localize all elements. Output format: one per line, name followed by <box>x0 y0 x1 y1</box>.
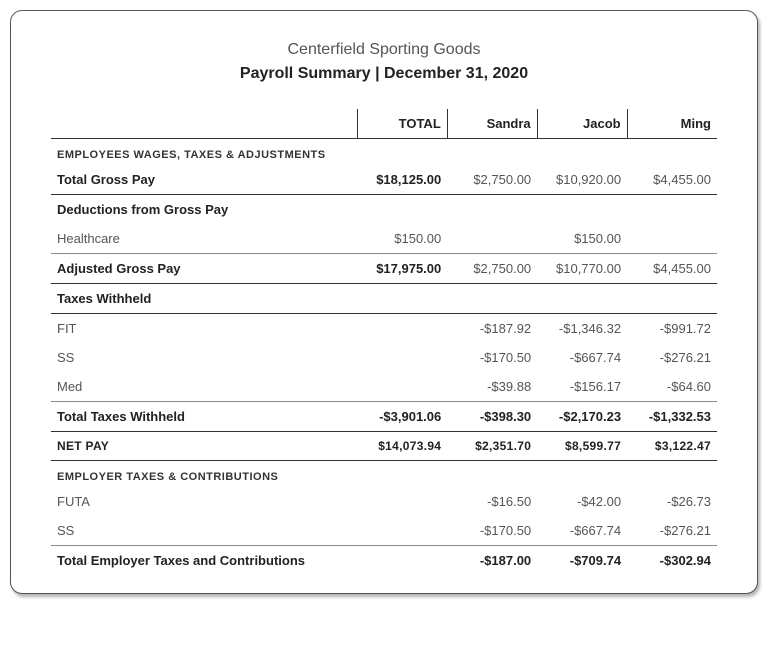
cell-c2: $10,770.00 <box>537 254 627 284</box>
cell-total: $18,125.00 <box>357 165 447 195</box>
cell-label: SS <box>51 516 357 546</box>
cell-c2: -$667.74 <box>537 516 627 546</box>
col-jacob: Jacob <box>537 109 627 139</box>
cell-c3: -$276.21 <box>627 343 717 372</box>
cell-c3: -$26.73 <box>627 487 717 516</box>
cell-label: SS <box>51 343 357 372</box>
cell-c3: $4,455.00 <box>627 254 717 284</box>
cell-label: Deductions from Gross Pay <box>51 195 357 225</box>
cell-c1: -$170.50 <box>447 516 537 546</box>
section-label: EMPLOYEES WAGES, TAXES & ADJUSTMENTS <box>51 139 717 166</box>
section-wages-header: EMPLOYEES WAGES, TAXES & ADJUSTMENTS <box>51 139 717 166</box>
cell-label: Adjusted Gross Pay <box>51 254 357 284</box>
cell-label: FIT <box>51 314 357 344</box>
col-ming: Ming <box>627 109 717 139</box>
row-med: Med -$39.88 -$156.17 -$64.60 <box>51 372 717 402</box>
col-blank <box>51 109 357 139</box>
cell-c2: -$156.17 <box>537 372 627 402</box>
cell-c1: -$187.92 <box>447 314 537 344</box>
row-ss: SS -$170.50 -$667.74 -$276.21 <box>51 343 717 372</box>
cell-c1: $2,351.70 <box>447 432 537 461</box>
cell-c3: $4,455.00 <box>627 165 717 195</box>
cell-total: $17,975.00 <box>357 254 447 284</box>
row-ss-employer: SS -$170.50 -$667.74 -$276.21 <box>51 516 717 546</box>
column-header-row: TOTAL Sandra Jacob Ming <box>51 109 717 139</box>
cell-c3: -$991.72 <box>627 314 717 344</box>
cell-c3: -$276.21 <box>627 516 717 546</box>
cell-label: FUTA <box>51 487 357 516</box>
cell-c2: -$2,170.23 <box>537 402 627 432</box>
cell-c2: -$42.00 <box>537 487 627 516</box>
cell-total <box>357 314 447 344</box>
cell-c1: -$39.88 <box>447 372 537 402</box>
report-title: Payroll Summary | December 31, 2020 <box>51 65 717 83</box>
section-label: EMPLOYER TAXES & CONTRIBUTIONS <box>51 461 717 488</box>
row-taxes-withheld-header: Taxes Withheld <box>51 284 717 314</box>
row-net-pay: NET PAY $14,073.94 $2,351.70 $8,599.77 $… <box>51 432 717 461</box>
cell-c1: $2,750.00 <box>447 254 537 284</box>
cell-c2: $8,599.77 <box>537 432 627 461</box>
cell-c3: -$302.94 <box>627 546 717 576</box>
cell-label: Med <box>51 372 357 402</box>
cell-c2: -$709.74 <box>537 546 627 576</box>
cell-label: NET PAY <box>51 432 357 461</box>
cell-total <box>357 343 447 372</box>
cell-label: Total Employer Taxes and Contributions <box>51 546 357 576</box>
cell-total <box>357 516 447 546</box>
cell-c1 <box>447 224 537 254</box>
cell-total <box>357 546 447 576</box>
cell-c1: -$170.50 <box>447 343 537 372</box>
cell-c3: $3,122.47 <box>627 432 717 461</box>
row-futa: FUTA -$16.50 -$42.00 -$26.73 <box>51 487 717 516</box>
col-sandra: Sandra <box>447 109 537 139</box>
cell-c3 <box>627 224 717 254</box>
cell-c2: -$667.74 <box>537 343 627 372</box>
cell-c2: -$1,346.32 <box>537 314 627 344</box>
cell-label: Total Taxes Withheld <box>51 402 357 432</box>
cell-total: -$3,901.06 <box>357 402 447 432</box>
col-total: TOTAL <box>357 109 447 139</box>
cell-label: Taxes Withheld <box>51 284 357 314</box>
row-adjusted-gross-pay: Adjusted Gross Pay $17,975.00 $2,750.00 … <box>51 254 717 284</box>
cell-c1: -$187.00 <box>447 546 537 576</box>
payroll-table: TOTAL Sandra Jacob Ming EMPLOYEES WAGES,… <box>51 109 717 575</box>
cell-label: Total Gross Pay <box>51 165 357 195</box>
row-fit: FIT -$187.92 -$1,346.32 -$991.72 <box>51 314 717 344</box>
cell-total: $14,073.94 <box>357 432 447 461</box>
row-total-gross-pay: Total Gross Pay $18,125.00 $2,750.00 $10… <box>51 165 717 195</box>
cell-total: $150.00 <box>357 224 447 254</box>
row-deductions-header: Deductions from Gross Pay <box>51 195 717 225</box>
cell-c1: -$16.50 <box>447 487 537 516</box>
cell-c3: -$1,332.53 <box>627 402 717 432</box>
row-total-employer-taxes: Total Employer Taxes and Contributions -… <box>51 546 717 576</box>
cell-total <box>357 487 447 516</box>
cell-c3: -$64.60 <box>627 372 717 402</box>
section-employer-header: EMPLOYER TAXES & CONTRIBUTIONS <box>51 461 717 488</box>
cell-c2: $150.00 <box>537 224 627 254</box>
row-healthcare: Healthcare $150.00 $150.00 <box>51 224 717 254</box>
company-name: Centerfield Sporting Goods <box>51 41 717 59</box>
cell-total <box>357 372 447 402</box>
payroll-summary-document: Centerfield Sporting Goods Payroll Summa… <box>10 10 758 594</box>
cell-c1: $2,750.00 <box>447 165 537 195</box>
row-total-taxes-withheld: Total Taxes Withheld -$3,901.06 -$398.30… <box>51 402 717 432</box>
cell-c1: -$398.30 <box>447 402 537 432</box>
cell-c2: $10,920.00 <box>537 165 627 195</box>
cell-label: Healthcare <box>51 224 357 254</box>
